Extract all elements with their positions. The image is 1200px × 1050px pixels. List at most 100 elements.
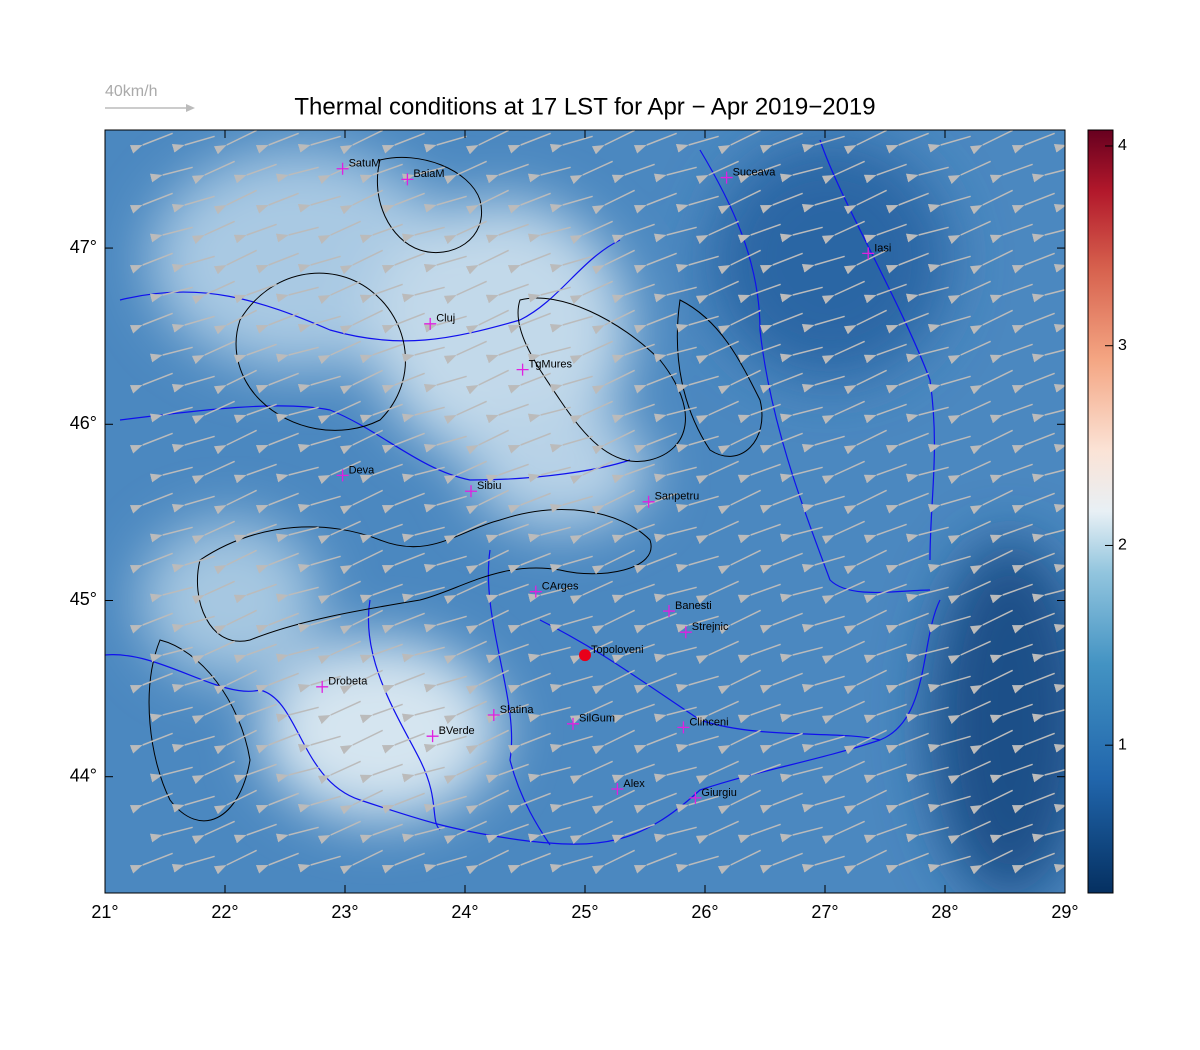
wind-vector bbox=[465, 369, 509, 395]
wind-vector bbox=[339, 309, 383, 335]
wind-vector bbox=[527, 466, 571, 483]
wind-vector bbox=[527, 646, 571, 663]
wind-vector bbox=[339, 249, 383, 275]
wind-vector bbox=[507, 612, 551, 634]
wind-vector bbox=[423, 195, 467, 213]
wind-vector bbox=[905, 706, 949, 723]
wind-vector bbox=[569, 160, 613, 185]
wind-vector bbox=[675, 495, 719, 513]
wind-vector bbox=[317, 820, 361, 845]
wind-vector bbox=[317, 580, 361, 605]
wind-vector bbox=[171, 555, 215, 573]
wind-vector bbox=[759, 612, 803, 634]
wind-vector bbox=[779, 586, 823, 603]
wind-vector bbox=[759, 792, 803, 814]
wind-vector bbox=[989, 823, 1033, 844]
wind-vector bbox=[695, 700, 739, 725]
wind-vector bbox=[801, 675, 845, 693]
wind-vector bbox=[801, 255, 845, 273]
colorbar-tick-label: 2 bbox=[1118, 537, 1127, 554]
wind-vector bbox=[633, 552, 677, 574]
wind-vector bbox=[611, 223, 655, 244]
wind-vector bbox=[801, 555, 845, 573]
wind-vector bbox=[717, 249, 761, 275]
wind-vector bbox=[863, 823, 907, 844]
wind-vector bbox=[1031, 529, 1065, 543]
wind-vector bbox=[759, 312, 803, 334]
wind-vector bbox=[885, 432, 929, 454]
wind-vector bbox=[821, 760, 865, 785]
x-tick-label: 26° bbox=[691, 902, 718, 922]
wind-vector bbox=[737, 463, 781, 484]
wind-vector bbox=[275, 526, 319, 543]
wind-vector bbox=[843, 429, 887, 455]
wind-vector bbox=[591, 130, 635, 155]
city-label: SilGum bbox=[579, 713, 615, 725]
wind-vector bbox=[485, 223, 529, 244]
city-marker bbox=[862, 247, 875, 260]
wind-vector bbox=[401, 226, 445, 243]
wind-vector bbox=[443, 400, 487, 425]
wind-vector bbox=[171, 735, 215, 753]
wind-vector bbox=[465, 849, 509, 875]
wind-legend-head bbox=[186, 104, 195, 112]
wind-vector bbox=[653, 346, 697, 363]
wind-vector bbox=[905, 526, 949, 543]
wind-vector bbox=[149, 346, 193, 363]
wind-vector bbox=[843, 549, 887, 575]
wind-vector bbox=[317, 280, 361, 305]
wind-vector bbox=[233, 823, 277, 844]
wind-vector bbox=[171, 615, 215, 633]
wind-vector bbox=[401, 166, 445, 183]
wind-vector bbox=[969, 429, 1013, 455]
wind-vector bbox=[423, 435, 467, 453]
wind-vector bbox=[1031, 289, 1065, 303]
wind-vector bbox=[359, 583, 403, 604]
wind-vector bbox=[213, 729, 257, 755]
wind-vector bbox=[443, 820, 487, 845]
wind-vector bbox=[359, 523, 403, 544]
wind-vector bbox=[821, 520, 865, 545]
wind-vector bbox=[1011, 612, 1055, 634]
wind-vector bbox=[569, 340, 613, 365]
wind-vector bbox=[381, 552, 425, 574]
wind-vector bbox=[527, 406, 571, 423]
wind-vector bbox=[843, 249, 887, 275]
x-tick-label: 22° bbox=[211, 902, 238, 922]
wind-vector bbox=[339, 189, 383, 215]
wind-vector bbox=[737, 223, 781, 244]
wind-vector bbox=[1031, 589, 1065, 603]
wind-vector bbox=[549, 195, 593, 213]
wind-vector bbox=[927, 555, 971, 573]
wind-vector bbox=[549, 555, 593, 573]
wind-vector bbox=[843, 849, 887, 875]
wind-vector bbox=[863, 223, 907, 244]
wind-vector bbox=[591, 849, 635, 875]
wind-vector bbox=[149, 226, 193, 243]
wind-vector bbox=[927, 435, 971, 453]
wind-vector bbox=[275, 706, 319, 723]
wind-vector bbox=[569, 580, 613, 605]
wind-vector bbox=[759, 492, 803, 514]
wind-vector bbox=[1031, 829, 1065, 843]
wind-vector bbox=[297, 795, 341, 813]
wind-vector bbox=[297, 495, 341, 513]
wind-vector bbox=[171, 195, 215, 213]
wind-vector bbox=[359, 163, 403, 184]
wind-vector bbox=[381, 312, 425, 334]
wind-vector bbox=[423, 855, 467, 873]
wind-vector bbox=[591, 369, 635, 395]
wind-vector bbox=[947, 640, 991, 665]
wind-vector bbox=[485, 523, 529, 544]
wind-vector bbox=[255, 192, 299, 214]
wind-vector bbox=[233, 463, 277, 484]
wind-vector bbox=[779, 526, 823, 543]
wind-vector bbox=[633, 192, 677, 214]
wind-vector bbox=[947, 280, 991, 305]
wind-vector bbox=[801, 195, 845, 213]
wind-vector bbox=[611, 583, 655, 604]
wind-vector bbox=[1031, 469, 1065, 483]
wind-vector bbox=[947, 760, 991, 785]
wind-vector bbox=[611, 703, 655, 724]
wind-vector bbox=[1011, 792, 1055, 814]
